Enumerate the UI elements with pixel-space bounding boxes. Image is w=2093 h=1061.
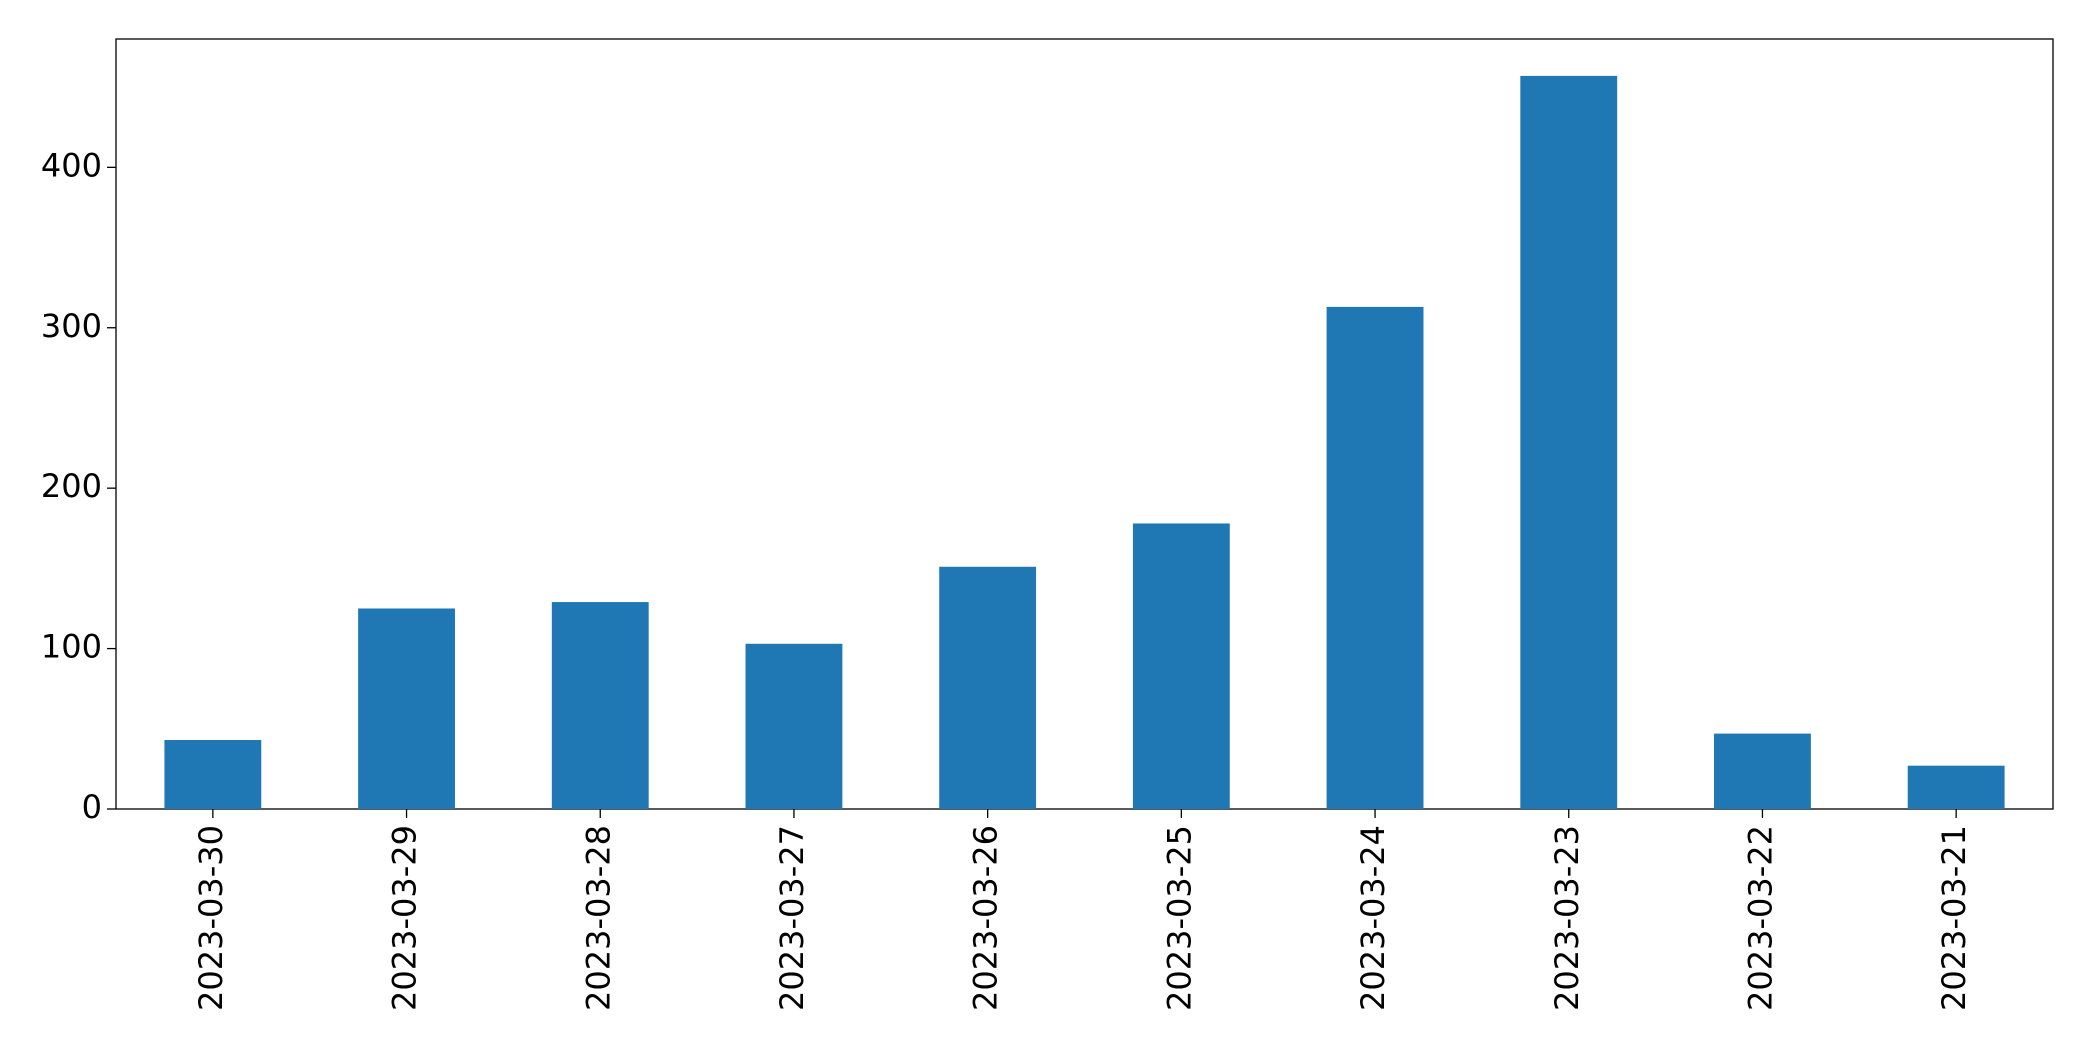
bar <box>551 602 649 809</box>
bar <box>1907 765 2005 809</box>
x-tick-label: 2023-03-27 <box>773 825 811 1011</box>
bar <box>1520 75 1618 810</box>
bar <box>358 608 455 809</box>
x-tick-label: 2023-03-24 <box>1354 825 1392 1011</box>
x-tick-label: 2023-03-22 <box>1741 825 1779 1011</box>
bar <box>1326 306 1424 809</box>
y-tick-label: 400 <box>41 146 102 184</box>
x-tick-label: 2023-03-28 <box>579 825 617 1011</box>
bar <box>164 740 262 809</box>
x-tick-label: 2023-03-29 <box>386 825 424 1011</box>
bar <box>1714 733 1811 809</box>
y-tick-label: 100 <box>41 628 102 666</box>
bar <box>745 643 843 809</box>
x-tick-label: 2023-03-23 <box>1548 825 1586 1011</box>
y-tick-label: 200 <box>41 467 102 505</box>
x-tick-label: 2023-03-21 <box>1935 825 1973 1011</box>
bar <box>939 566 1037 809</box>
bar <box>1132 523 1230 809</box>
x-tick-label: 2023-03-26 <box>967 825 1005 1011</box>
y-tick-label: 0 <box>82 788 102 826</box>
plot-frame <box>115 38 2054 810</box>
x-tick-label: 2023-03-30 <box>192 825 230 1011</box>
x-tick-label: 2023-03-25 <box>1160 825 1198 1011</box>
y-tick-label: 300 <box>41 307 102 345</box>
